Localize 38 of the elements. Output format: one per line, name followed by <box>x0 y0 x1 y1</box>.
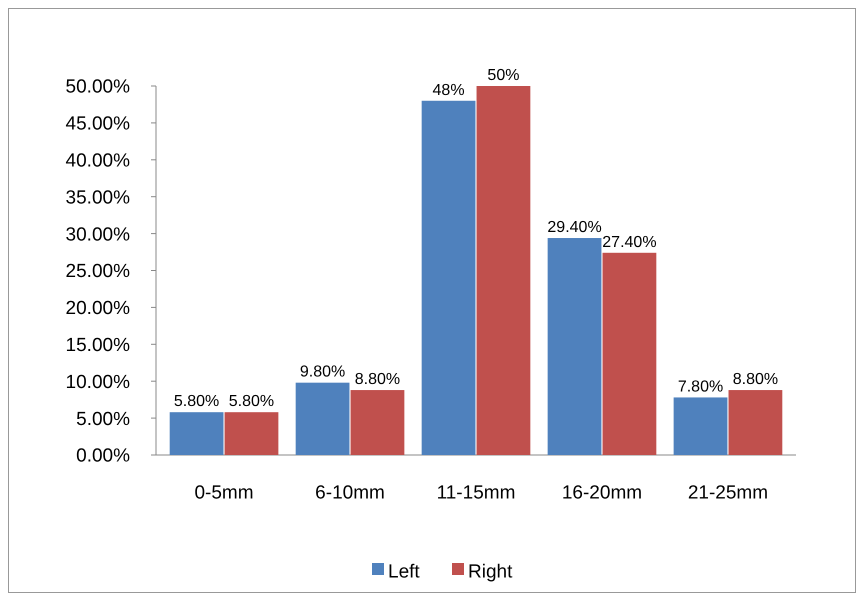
bar <box>476 86 530 455</box>
data-label: 8.80% <box>732 371 778 388</box>
y-tick-label: 30.00% <box>66 224 130 246</box>
bar <box>296 382 350 455</box>
y-tick-label: 35.00% <box>66 187 130 208</box>
y-tick-label: 25.00% <box>66 261 130 282</box>
legend-label: Left <box>388 562 420 583</box>
bar <box>674 397 728 455</box>
data-label: 5.80% <box>228 393 274 410</box>
data-label: 27.40% <box>602 234 657 251</box>
data-label: 8.80% <box>354 371 400 388</box>
bar <box>422 100 476 455</box>
data-label: 29.40% <box>547 219 602 236</box>
x-tick-label: 0-5mm <box>194 482 254 504</box>
y-tick-label: 10.00% <box>66 372 130 393</box>
y-tick-label: 40.00% <box>66 150 130 172</box>
data-label: 50% <box>487 67 520 84</box>
data-label: 9.80% <box>300 364 346 381</box>
y-tick-label: 15.00% <box>66 334 130 356</box>
y-tick-label: 20.00% <box>66 298 130 320</box>
x-tick-label: 11-15mm <box>436 482 516 504</box>
y-tick-label: 5.00% <box>76 408 130 430</box>
data-label: 7.80% <box>678 378 724 396</box>
data-label: 5.80% <box>174 393 220 410</box>
data-label: 48% <box>432 82 465 99</box>
bar <box>602 252 656 455</box>
bar <box>350 390 404 455</box>
x-tick-label: 21-25mm <box>688 482 768 504</box>
bar <box>548 238 602 455</box>
bar <box>224 412 278 455</box>
x-tick-label: 6-10mm <box>315 482 385 504</box>
y-tick-label: 0.00% <box>76 446 130 467</box>
y-tick-label: 50.00% <box>66 76 130 98</box>
bar <box>170 412 224 455</box>
legend-label: Right <box>468 562 514 583</box>
x-tick-label: 16-20mm <box>562 482 642 504</box>
bar <box>728 390 782 455</box>
y-tick-label: 45.00% <box>66 114 130 135</box>
